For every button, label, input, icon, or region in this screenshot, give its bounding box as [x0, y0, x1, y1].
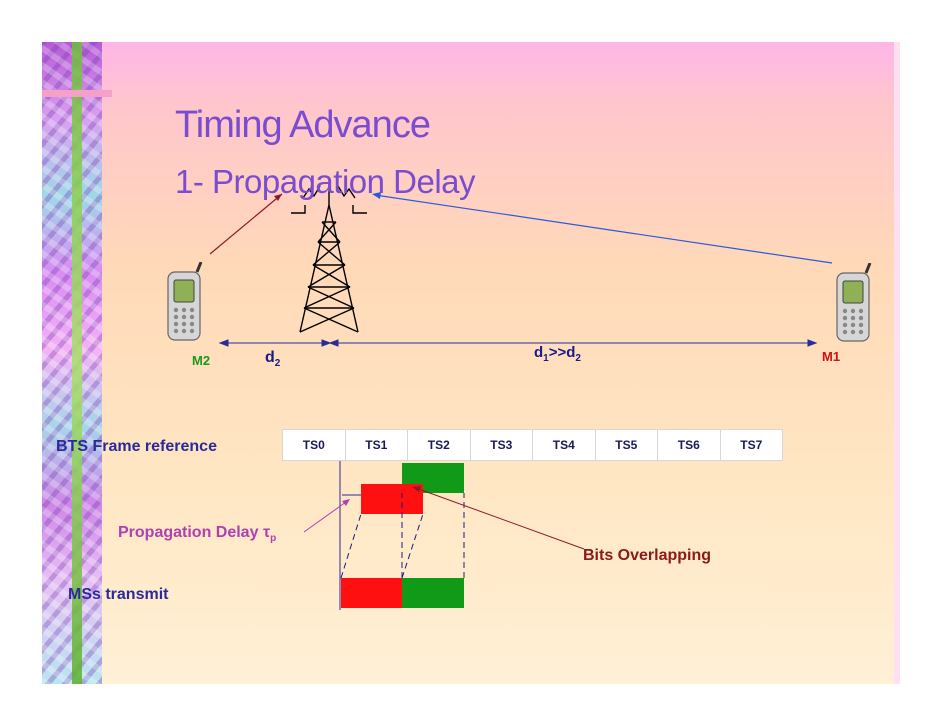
timeslot-cell-ts5: TS5 — [594, 430, 658, 460]
distance-d2-arrow — [218, 339, 332, 347]
ms-tx-m2-burst — [341, 578, 402, 608]
d2-subscript-relation: 2 — [575, 353, 581, 364]
propagation-delay-pointer — [303, 501, 347, 533]
d1-main: d — [534, 344, 544, 361]
timeslot-table: TS0 TS1 TS2 TS3 TS4 TS5 TS6 TS7 — [282, 429, 783, 461]
distance-d1-arrow — [328, 339, 818, 347]
timeslot-cell-ts4: TS4 — [532, 430, 595, 460]
m1-link-arrowhead — [372, 192, 381, 199]
d1-much-greater-d2-label: d1>>d2 — [534, 344, 581, 364]
timeslot-cell-ts6: TS6 — [657, 430, 720, 460]
m2-link-line — [209, 193, 283, 255]
d1-subscript: 1 — [543, 353, 549, 364]
d2-label: d2 — [265, 349, 280, 369]
slide-background — [42, 42, 900, 684]
tau-symbol: τ — [262, 524, 271, 541]
d2-main: d — [265, 349, 275, 366]
slide-title: Timing Advance — [175, 104, 431, 146]
m2-label: M2 — [192, 353, 211, 368]
mobile-phone-icon — [834, 262, 874, 343]
propagation-delay-label: Propagation Delay τp — [118, 524, 276, 544]
m2-link-arrowhead — [274, 194, 282, 201]
ms-transmit-label: MSs transmit — [68, 586, 169, 603]
tau-subscript: p — [270, 533, 277, 544]
bits-overlapping-pointer — [415, 487, 585, 550]
m1-label: M1 — [822, 349, 841, 364]
timeslot-cell-ts2: TS2 — [407, 430, 470, 460]
decorative-side-stripe — [72, 42, 82, 684]
d2-subscript: 2 — [274, 358, 281, 369]
timeslot-cell-ts3: TS3 — [469, 430, 533, 460]
bts-rx-m2-burst — [361, 484, 423, 514]
bits-overlapping-label: Bits Overlapping — [583, 547, 712, 564]
ms-tx-m1-burst — [402, 578, 464, 608]
relation-text: >>d — [548, 344, 576, 361]
bts-tower-icon — [291, 182, 367, 333]
decorative-pink-bar — [42, 90, 112, 97]
propagation-dashed-lines — [340, 493, 465, 579]
timeslot-cell-ts1: TS1 — [344, 430, 408, 460]
m1-link-line — [374, 194, 833, 264]
mobile-phone-icon — [165, 261, 205, 342]
slide-right-edge — [894, 42, 900, 684]
timeslot-cell-ts0: TS0 — [302, 438, 325, 452]
propagation-delay-text: Propagation Delay — [118, 524, 259, 541]
propagation-delay-pointer-head — [342, 499, 350, 506]
slide-subtitle: 1- Propagation Delay — [175, 163, 476, 200]
bits-overlapping-pointer-head — [412, 486, 421, 492]
bts-frame-reference-label: BTS Frame reference — [56, 438, 217, 455]
timeslot-cell-ts7: TS7 — [719, 430, 783, 460]
